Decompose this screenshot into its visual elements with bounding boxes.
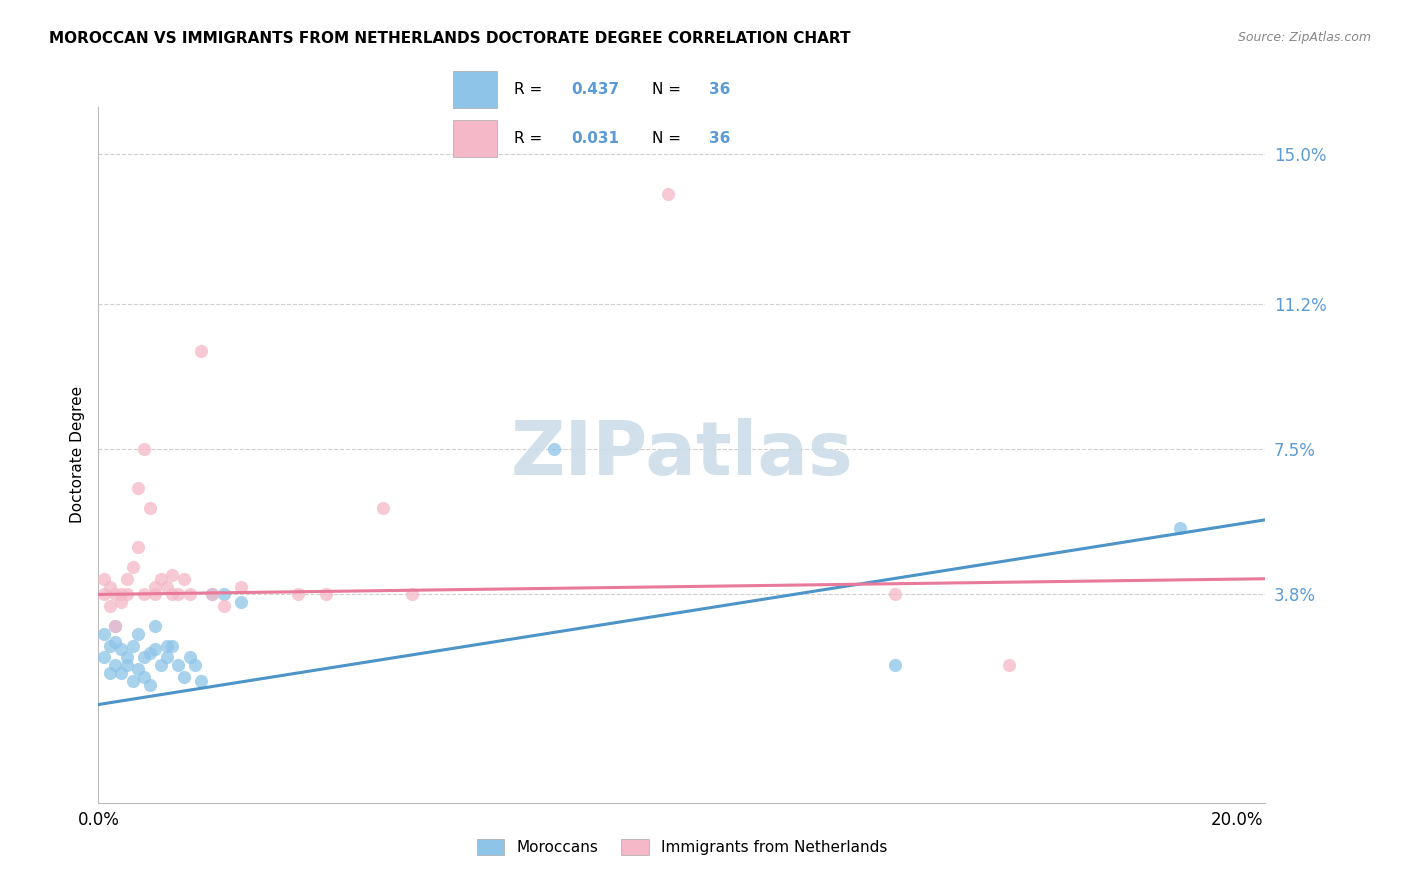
Point xyxy=(143,642,166,657)
Point xyxy=(110,595,132,609)
FancyBboxPatch shape xyxy=(453,70,496,108)
Text: N =: N = xyxy=(652,131,686,146)
Point xyxy=(287,587,309,601)
Point xyxy=(143,619,166,633)
Point xyxy=(138,647,160,661)
Point xyxy=(1168,521,1191,535)
Point xyxy=(229,595,252,609)
Point xyxy=(315,587,337,601)
Point xyxy=(212,599,235,614)
Point xyxy=(190,343,212,358)
Text: N =: N = xyxy=(652,81,686,96)
Point xyxy=(104,634,127,648)
Text: ZIPatlas: ZIPatlas xyxy=(510,418,853,491)
Point xyxy=(93,627,115,641)
Point xyxy=(110,587,132,601)
Point xyxy=(162,567,184,582)
Point xyxy=(184,658,207,673)
Y-axis label: Doctorate Degree: Doctorate Degree xyxy=(69,386,84,524)
Point xyxy=(156,639,179,653)
Point xyxy=(884,658,907,673)
Point xyxy=(93,572,115,586)
Point xyxy=(110,642,132,657)
Point xyxy=(138,678,160,692)
Point xyxy=(156,580,179,594)
Point xyxy=(98,639,121,653)
Point xyxy=(173,670,195,684)
Point xyxy=(121,560,143,574)
Point xyxy=(115,572,138,586)
Point xyxy=(150,572,173,586)
Point xyxy=(93,587,115,601)
Point xyxy=(190,673,212,688)
Point xyxy=(173,572,195,586)
Point xyxy=(143,580,166,594)
Point xyxy=(401,587,423,601)
Point xyxy=(143,587,166,601)
Point xyxy=(98,599,121,614)
Point xyxy=(657,186,679,201)
Point xyxy=(156,650,179,665)
Point xyxy=(132,650,155,665)
Point xyxy=(127,627,149,641)
Legend: Moroccans, Immigrants from Netherlands: Moroccans, Immigrants from Netherlands xyxy=(471,833,893,862)
Text: MOROCCAN VS IMMIGRANTS FROM NETHERLANDS DOCTORATE DEGREE CORRELATION CHART: MOROCCAN VS IMMIGRANTS FROM NETHERLANDS … xyxy=(49,31,851,46)
Point xyxy=(179,587,201,601)
Point xyxy=(201,587,224,601)
Point xyxy=(132,587,155,601)
Point xyxy=(98,580,121,594)
Point xyxy=(167,587,190,601)
Point xyxy=(167,658,190,673)
Point xyxy=(162,587,184,601)
Point xyxy=(115,650,138,665)
Text: 36: 36 xyxy=(710,81,731,96)
Text: 0.031: 0.031 xyxy=(571,131,619,146)
Point xyxy=(110,666,132,681)
Point xyxy=(132,442,155,456)
Point xyxy=(998,658,1021,673)
Point xyxy=(150,658,173,673)
Point xyxy=(93,650,115,665)
Point xyxy=(121,639,143,653)
Point xyxy=(98,666,121,681)
Point xyxy=(201,587,224,601)
FancyBboxPatch shape xyxy=(453,120,496,157)
Point xyxy=(179,650,201,665)
Text: Source: ZipAtlas.com: Source: ZipAtlas.com xyxy=(1237,31,1371,45)
Point xyxy=(127,541,149,555)
Point xyxy=(884,587,907,601)
Point xyxy=(121,673,143,688)
Point xyxy=(127,662,149,676)
Point xyxy=(132,670,155,684)
Text: R =: R = xyxy=(513,81,547,96)
Point xyxy=(104,619,127,633)
Point xyxy=(115,587,138,601)
Point xyxy=(543,442,565,456)
Point xyxy=(138,500,160,515)
Point xyxy=(371,500,394,515)
Point xyxy=(115,658,138,673)
Point xyxy=(229,580,252,594)
Point xyxy=(104,587,127,601)
Point xyxy=(127,481,149,495)
Point xyxy=(162,639,184,653)
Point xyxy=(104,658,127,673)
Point xyxy=(212,587,235,601)
Point xyxy=(104,619,127,633)
Text: R =: R = xyxy=(513,131,547,146)
Text: 36: 36 xyxy=(710,131,731,146)
Text: 0.437: 0.437 xyxy=(571,81,619,96)
